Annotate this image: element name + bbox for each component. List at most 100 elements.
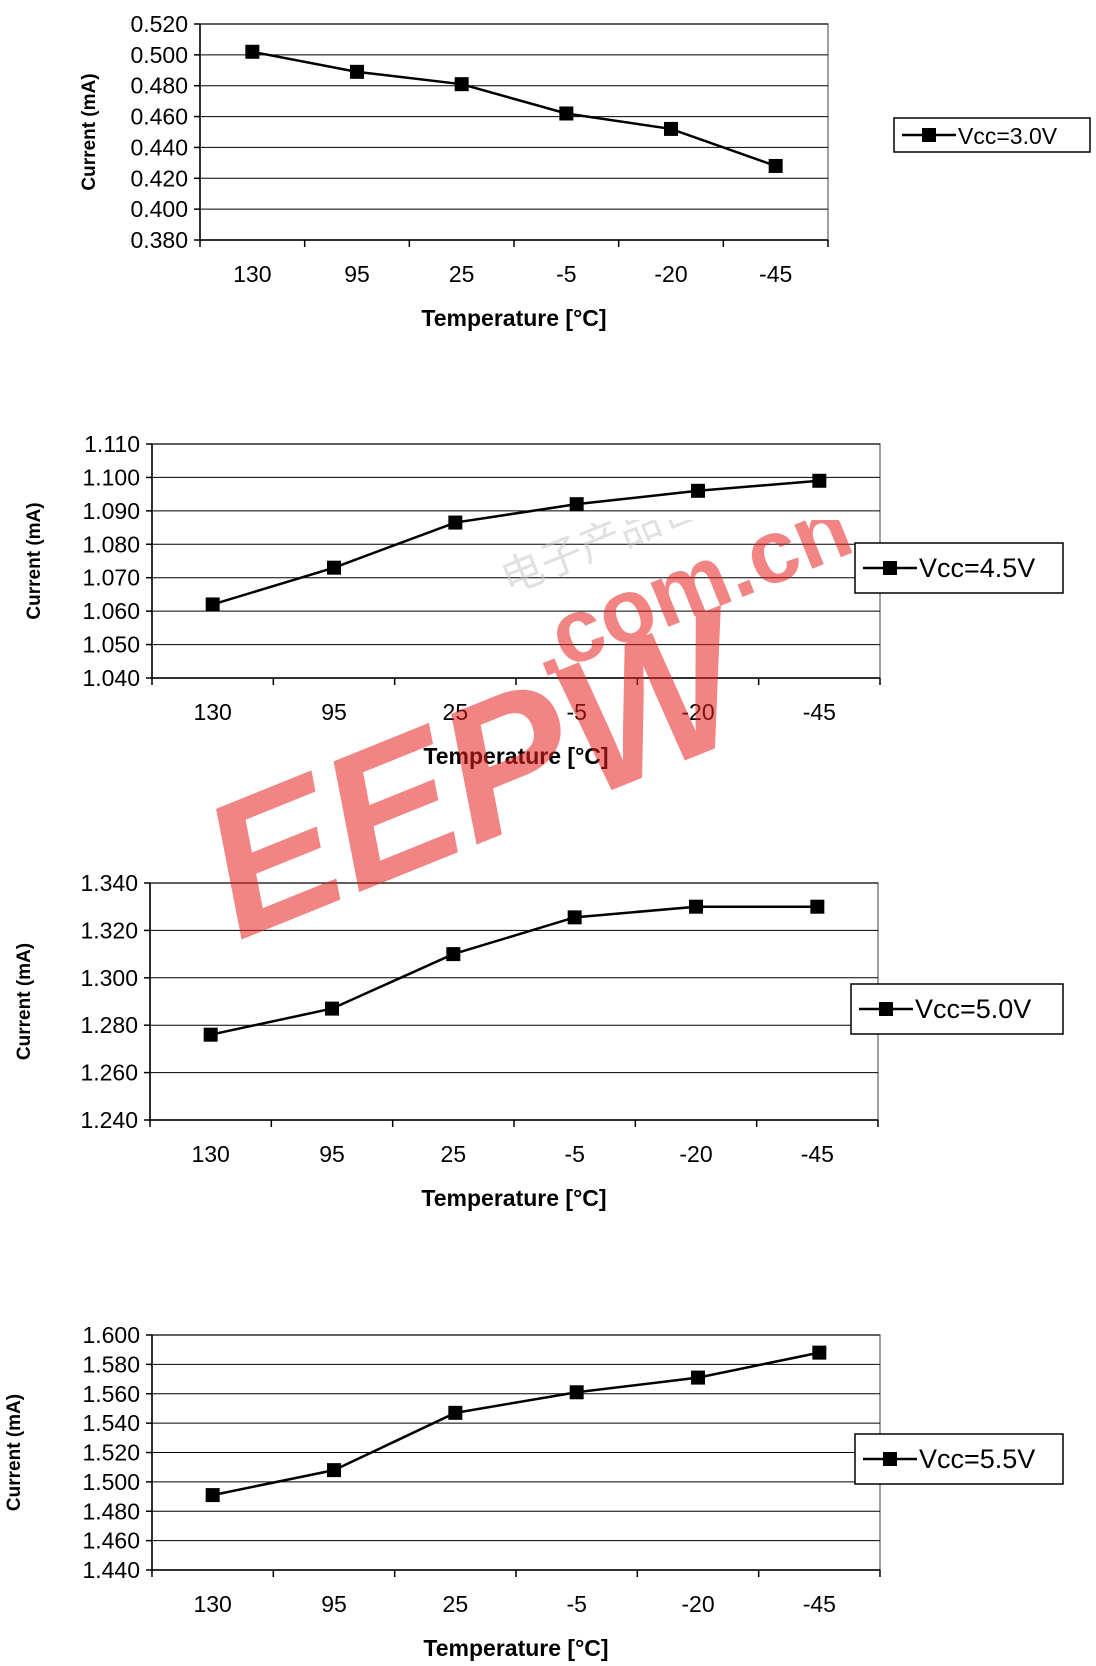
x-tick-label: -45 — [801, 1141, 834, 1167]
chart-4: 1.440 1.460 1.480 1.500 1.520 1.540 1.560 1.580… — [4, 1322, 1064, 1661]
y-axis-title: Current (mA) — [4, 1394, 25, 1511]
x-tick-label: 25 — [443, 1591, 469, 1617]
x-tick-label: -45 — [803, 1591, 836, 1617]
y-tick-label: 1.280 — [80, 1012, 138, 1038]
y-tick-label: 1.050 — [82, 632, 140, 658]
y-tick-label: 1.080 — [82, 531, 140, 557]
data-point — [664, 121, 678, 136]
x-tick-label: 130 — [191, 1141, 229, 1167]
x-tick-label: -20 — [679, 1141, 712, 1167]
plot-area — [199, 23, 829, 241]
data-point — [691, 483, 705, 498]
legend-marker — [922, 128, 936, 142]
data-point — [810, 899, 825, 914]
x-tick-label: 130 — [233, 261, 271, 287]
chart-3: 1.240 1.260 1.280 1.300 1.320 1.340 130 95 25 -5 -… — [14, 870, 1064, 1211]
y-tick-label: 1.480 — [82, 1498, 140, 1524]
y-tick-label: 1.320 — [80, 917, 138, 943]
x-tick-label: 130 — [193, 1591, 231, 1617]
legend-marker — [883, 561, 897, 575]
y-tick-label: 1.500 — [82, 1469, 140, 1495]
legend-marker — [879, 1002, 893, 1016]
data-point — [454, 77, 469, 92]
series-line — [210, 905, 818, 1036]
y-tick-label: 1.090 — [82, 498, 140, 524]
y-tick-label: 1.560 — [82, 1381, 140, 1407]
legend-label: Vcc=5.0V — [915, 994, 1031, 1024]
data-point — [203, 1027, 218, 1042]
data-point — [569, 497, 584, 512]
x-tick-label: 130 — [193, 699, 231, 725]
x-axis-title: Temperature [°C] — [423, 1635, 608, 1661]
x-tick-label: -5 — [566, 1591, 586, 1617]
x-tick-label: -20 — [681, 1591, 714, 1617]
y-tick-label: 0.500 — [130, 42, 188, 68]
y-tick-label: 1.240 — [80, 1107, 138, 1133]
y-tick-label: 1.100 — [82, 464, 140, 490]
x-tick-label: -20 — [681, 699, 714, 725]
y-tick-label: 1.300 — [80, 965, 138, 991]
data-point — [691, 1370, 705, 1385]
y-tick-label: 1.340 — [80, 870, 138, 896]
chart-2: 1.040 1.050 1.060 1.070 1.080 1.090 1.100 1.110… — [24, 431, 1064, 769]
data-point — [768, 158, 783, 173]
x-tick-label: 95 — [319, 1141, 345, 1167]
y-tick-label: 0.420 — [130, 165, 188, 191]
x-axis-title: Temperature [°C] — [423, 743, 608, 769]
data-point — [327, 1463, 341, 1478]
data-point — [812, 473, 827, 488]
x-tick-label: -20 — [654, 261, 687, 287]
x-tick-label: 25 — [449, 261, 475, 287]
data-point — [245, 44, 260, 59]
data-point — [448, 515, 463, 530]
y-tick-label: 1.520 — [82, 1440, 140, 1466]
series-line — [212, 1351, 820, 1497]
data-point — [446, 947, 461, 962]
data-point — [205, 1488, 220, 1503]
data-point — [559, 106, 574, 121]
x-axis-title: Temperature [°C] — [421, 305, 606, 331]
y-axis-title: Current (mA) — [14, 943, 35, 1060]
y-tick-label: 1.600 — [82, 1322, 140, 1348]
x-tick-label: -5 — [556, 261, 576, 287]
data-point — [812, 1345, 827, 1360]
y-tick-label: 0.460 — [130, 104, 188, 130]
series-line — [252, 50, 777, 168]
y-tick-label: 0.380 — [130, 227, 188, 253]
y-tick-label: 0.520 — [130, 11, 188, 37]
x-tick-label: 95 — [321, 1591, 347, 1617]
y-axis-title: Current (mA) — [24, 502, 45, 619]
y-tick-label: 0.440 — [130, 134, 188, 160]
y-tick-label: 1.060 — [82, 598, 140, 624]
plot-area — [149, 882, 879, 1121]
x-tick-label: 95 — [344, 261, 370, 287]
x-tick-label: -45 — [759, 261, 792, 287]
plot-area — [151, 443, 881, 679]
y-tick-label: 1.460 — [82, 1528, 140, 1554]
x-tick-label: -45 — [803, 699, 836, 725]
y-axis-title: Current (mA) — [79, 73, 100, 190]
y-tick-label: 0.480 — [130, 73, 188, 99]
y-tick-label: 0.400 — [130, 196, 188, 222]
x-axis-title: Temperature [°C] — [421, 1185, 606, 1211]
y-tick-label: 1.260 — [80, 1060, 138, 1086]
legend-label: Vcc=5.5V — [919, 1444, 1035, 1474]
chart-1: 0.380 0.400 0.420 0.440 0.460 0.480 0.500 0.520… — [79, 11, 1091, 331]
data-point — [567, 910, 582, 925]
data-point — [569, 1385, 584, 1400]
data-point — [448, 1405, 463, 1420]
legend-label: Vcc=4.5V — [919, 553, 1035, 583]
x-tick-label: -5 — [566, 699, 586, 725]
data-point — [325, 1001, 339, 1016]
y-tick-label: 1.070 — [82, 565, 140, 591]
x-tick-label: -5 — [564, 1141, 584, 1167]
data-point — [689, 899, 703, 914]
x-tick-label: 25 — [443, 699, 469, 725]
y-tick-label: 1.580 — [82, 1351, 140, 1377]
y-tick-label: 1.040 — [82, 665, 140, 691]
data-point — [350, 64, 364, 79]
data-point — [327, 560, 341, 575]
data-point — [205, 597, 220, 612]
